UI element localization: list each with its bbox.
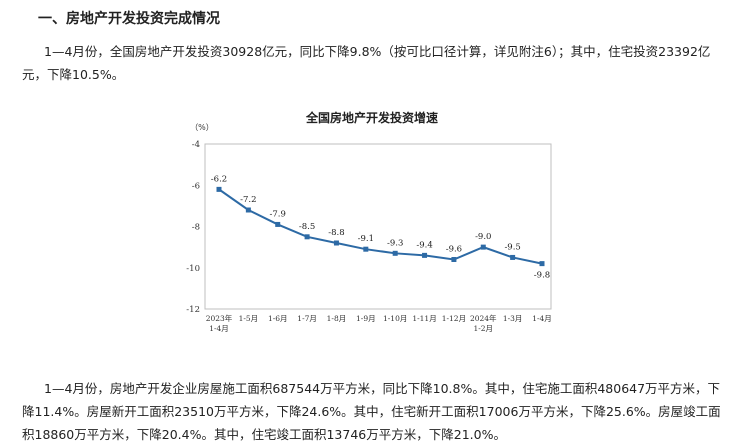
x-tick-label: 1-2月	[473, 324, 493, 333]
data-label: -9.1	[358, 234, 374, 244]
y-tick-label: -8	[192, 223, 200, 233]
data-label: -7.2	[240, 195, 256, 205]
y-tick-label: -10	[186, 264, 200, 274]
data-label: -9.6	[446, 245, 462, 255]
data-label: -9.8	[534, 271, 550, 281]
x-tick-label: 2024年	[470, 313, 497, 323]
data-point	[275, 221, 281, 227]
data-point	[216, 186, 222, 192]
data-point	[422, 252, 428, 258]
data-point	[510, 254, 516, 260]
y-tick-label: -6	[192, 181, 200, 191]
data-label: -6.2	[211, 174, 227, 184]
paragraph-investment: 1—4月份，全国房地产开发投资30928亿元，同比下降9.8%（按可比口径计算，…	[22, 44, 711, 82]
y-axis-unit: （%）	[190, 123, 214, 132]
series-line	[218, 188, 543, 265]
data-point	[333, 240, 339, 246]
x-tick-label: 1-7月	[297, 314, 317, 323]
section-heading: 一、房地产开发投资完成情况	[38, 11, 220, 27]
x-tick-label: 1-10月	[383, 314, 407, 323]
data-point	[304, 234, 310, 240]
x-tick-label: 1-6月	[268, 314, 288, 323]
data-label: -9.3	[387, 238, 403, 248]
x-tick-label: 1-4月	[209, 324, 229, 333]
x-tick-label: 1-11月	[412, 314, 436, 323]
data-label: -7.9	[270, 209, 286, 219]
data-point	[363, 246, 369, 252]
chart-container: 全国房地产开发投资增速 （%） -4 -6 -8 -10 -12 2023年 1-4月 1-…	[0, 100, 740, 350]
data-label: -9.5	[504, 242, 520, 252]
paragraph-construction: 1—4月份，房地产开发企业房屋施工面积687544万平方米，同比下降10.8%。…	[22, 381, 721, 442]
line-chart: 全国房地产开发投资增速 （%） -4-6-8-10-12 2023年1-4月1-…	[186, 110, 552, 333]
x-tick-label: 1-4月	[532, 314, 552, 323]
x-tick-label: 1-8月	[327, 314, 347, 323]
data-label: -8.8	[328, 228, 344, 238]
data-point	[451, 257, 457, 262]
data-point	[245, 207, 251, 213]
data-point	[539, 261, 545, 267]
plot-frame	[204, 143, 552, 310]
y-tick-label: -12	[186, 305, 200, 315]
data-label: -9.0	[475, 232, 491, 242]
data-point	[480, 244, 486, 250]
data-label: -8.5	[299, 222, 315, 232]
chart-title: 全国房地产开发投资增速	[305, 110, 438, 125]
x-tick-label: 1-3月	[503, 314, 523, 323]
data-point	[392, 250, 398, 256]
x-tick-label: 1-5月	[239, 314, 259, 323]
x-tick-label: 2023年	[206, 313, 233, 323]
x-tick-label: 1-9月	[356, 314, 376, 323]
y-tick-label: -4	[192, 140, 200, 150]
x-tick-label: 1-12月	[442, 314, 466, 323]
data-label: -9.4	[416, 240, 432, 250]
